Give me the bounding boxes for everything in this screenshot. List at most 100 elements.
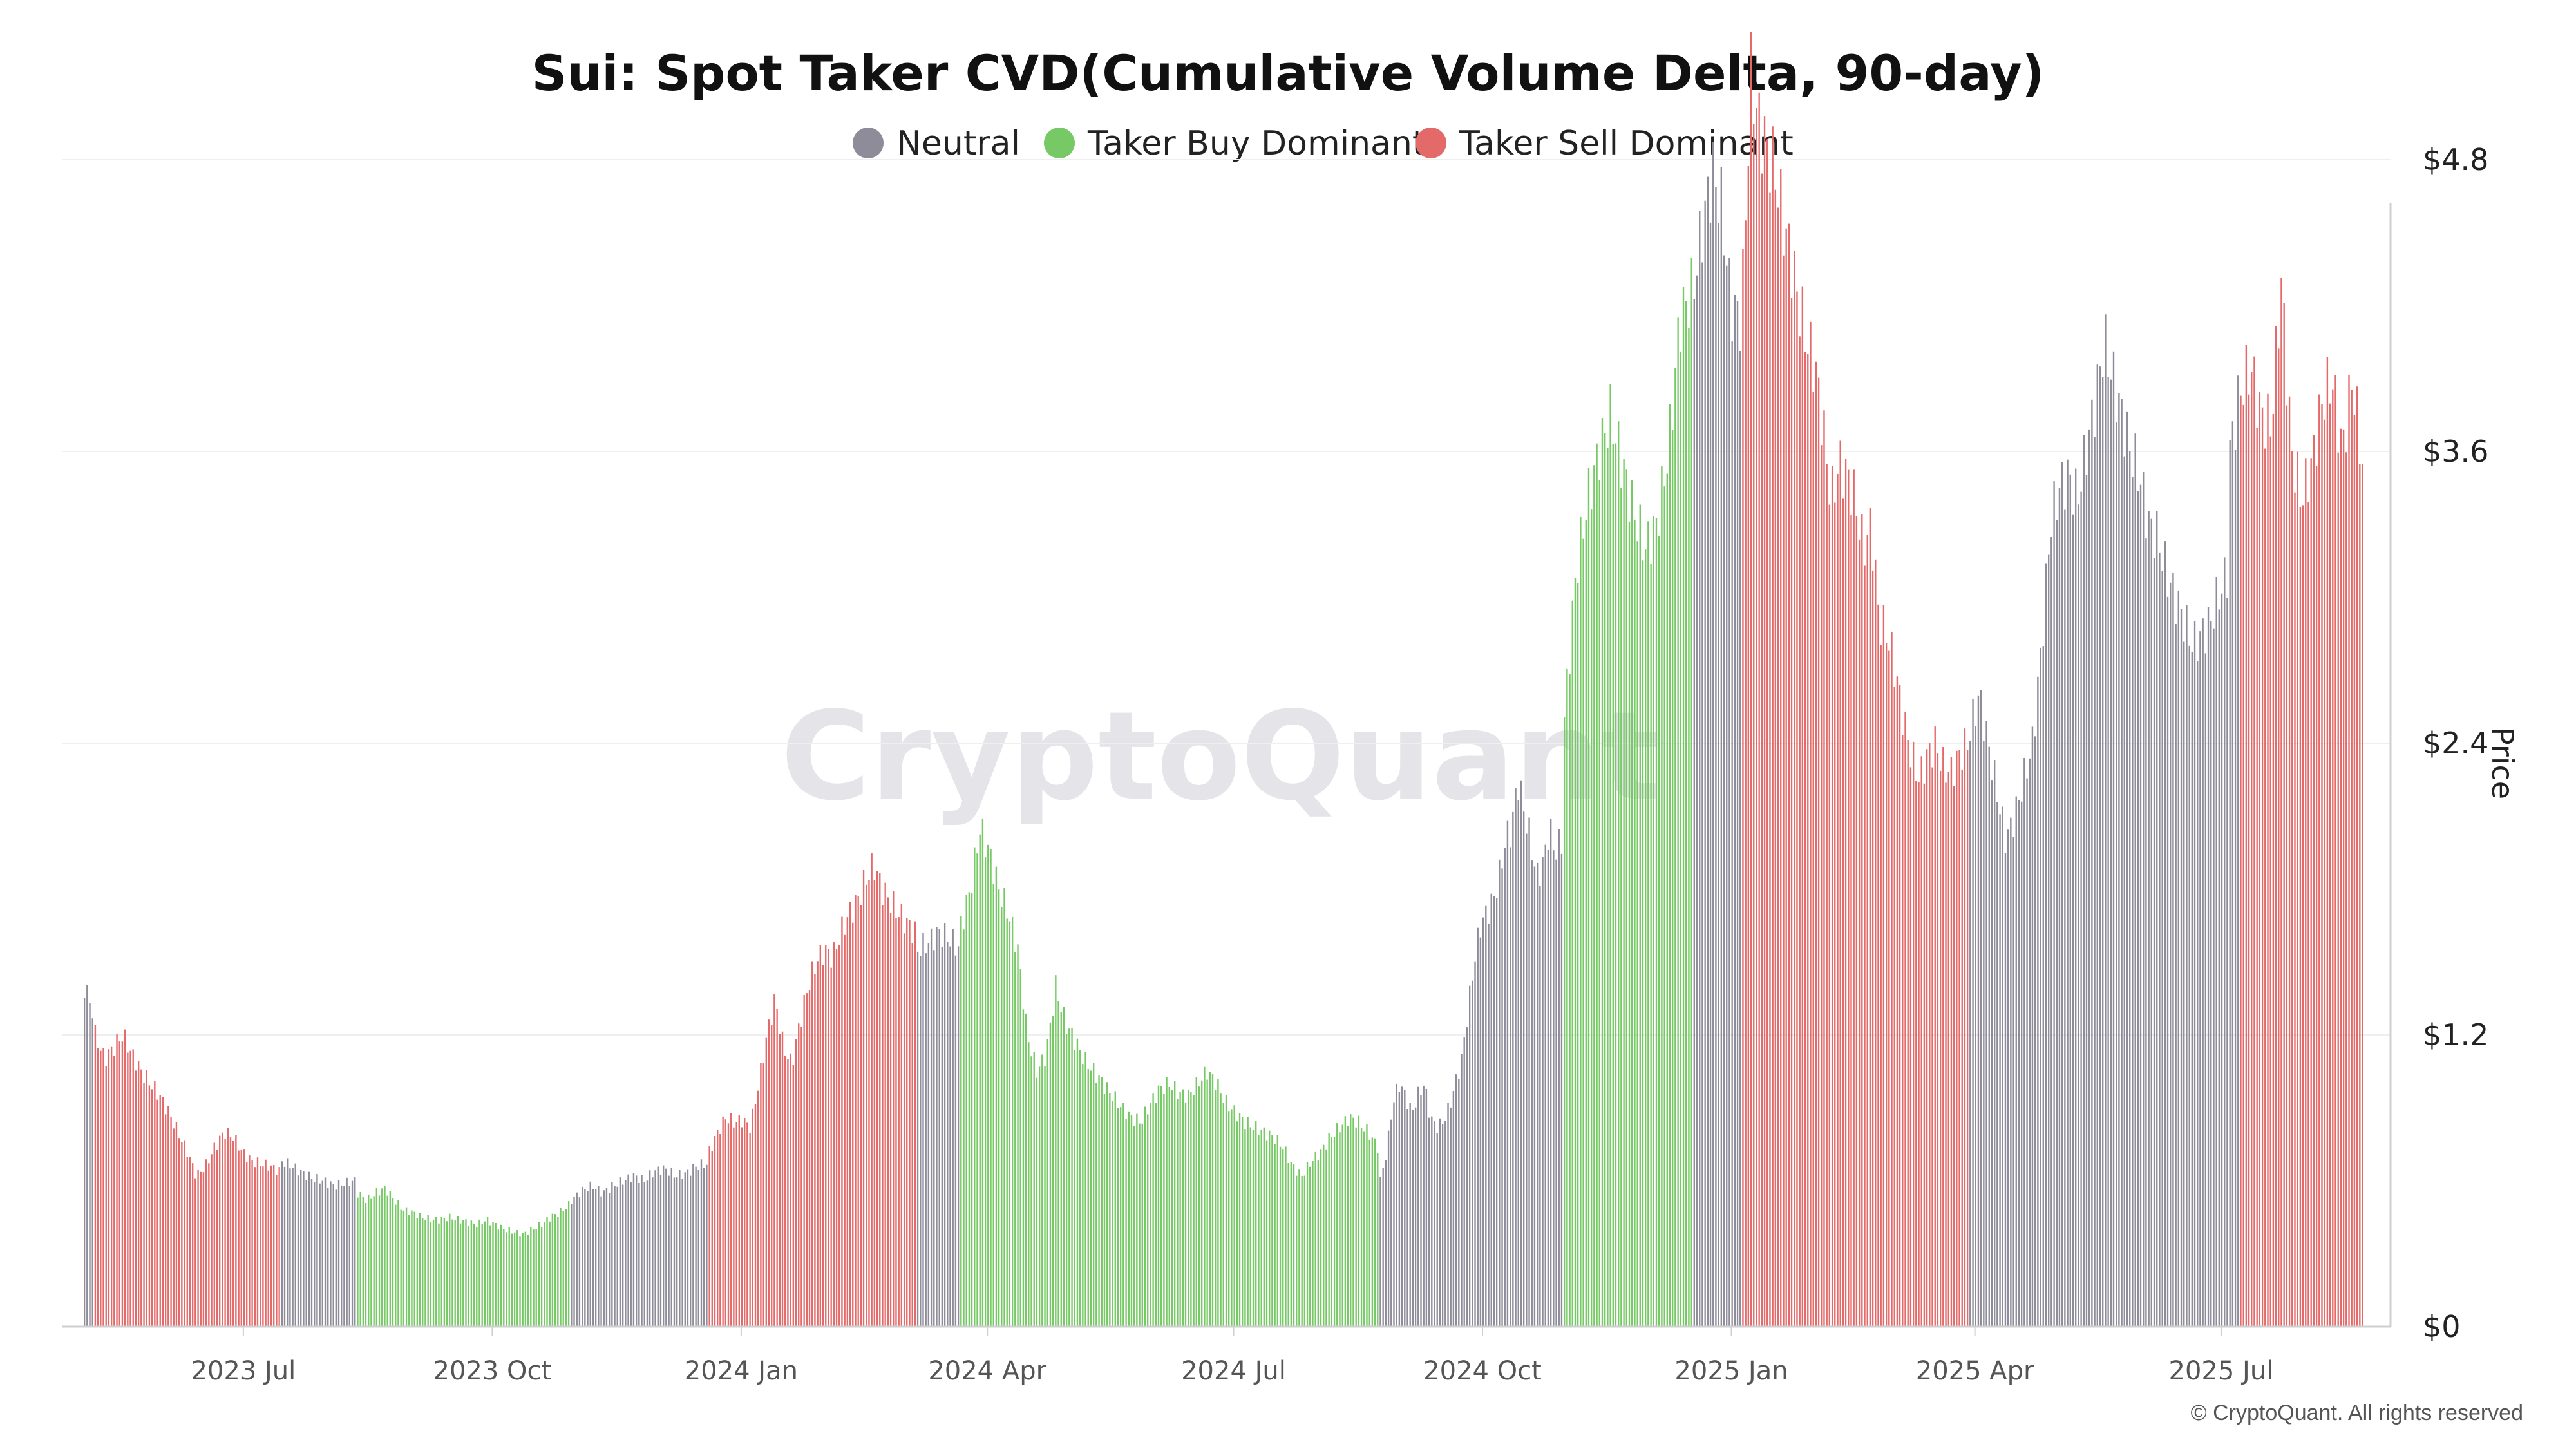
bar-edge [1958,750,1960,1327]
bar-edge [1017,944,1018,1327]
bar-sell [143,1083,145,1327]
bar-buy [976,853,978,1327]
chart-title: Sui: Spot Taker CVD(Cumulative Volume De… [532,44,2045,102]
bar-edge [205,1159,207,1327]
bar-sell [825,945,827,1327]
bar-edge [1571,600,1573,1327]
bar-edge [2291,451,2293,1327]
bar-edge [308,1171,309,1327]
bar-neutral [1985,721,1987,1327]
bar-sell [2245,345,2248,1327]
bar-edge [1396,1083,1397,1327]
bar-neutral [1704,200,1706,1327]
bar-edge [1320,1149,1321,1327]
bar-neutral [1515,788,1517,1327]
bar-buy [411,1210,413,1327]
bar-sell [121,1041,124,1327]
bar-buy [1233,1105,1235,1327]
bar-edge [1761,173,1762,1327]
bar-sell [2291,451,2293,1327]
bar-sell [1753,124,1755,1327]
bar-edge [178,1138,180,1327]
bar-buy [960,916,962,1327]
bar-edge [516,1230,518,1327]
bar-edge [2297,451,2298,1327]
bar-sell [2259,392,2261,1327]
bar-sell [2324,419,2325,1327]
bar-edge [192,1163,193,1327]
watermark: CryptoQuant [781,685,1660,828]
bar-sell [2294,492,2296,1327]
bar-buy [1193,1095,1195,1327]
bar-edge [692,1164,694,1327]
bar-neutral [957,946,960,1327]
bar-edge [1298,1169,1300,1327]
bar-edge [670,1168,672,1327]
bar-edge [1753,124,1754,1327]
bar-edge [825,945,826,1327]
bar-neutral [2137,491,2139,1327]
bar-edge [1450,1107,1451,1327]
bar-neutral [319,1183,321,1327]
bar-buy [1220,1093,1222,1327]
bar-neutral [1439,1118,1441,1327]
bar-buy [1155,1103,1157,1327]
bar-edge [1577,583,1578,1327]
bar-neutral [300,1170,302,1327]
bar-edge [1160,1086,1162,1327]
bar-buy [1133,1126,1135,1327]
bar-edge [1171,1090,1172,1327]
bar-buy [1306,1162,1309,1327]
bar-edge [1455,1074,1456,1327]
bar-neutral [643,1182,645,1327]
bar-edge [527,1235,528,1327]
bar-sell [835,949,838,1327]
bar-edge [1942,747,1944,1327]
bar-sell [127,1052,129,1327]
bar-sell [2353,415,2356,1327]
x-tick-label: 2024 Jan [685,1356,798,1386]
bar-buy [992,884,994,1327]
bar-buy [1574,578,1577,1327]
bar-edge [113,1056,115,1327]
bar-buy [443,1217,446,1327]
bar-edge [565,1209,566,1327]
bar-neutral [2002,806,2003,1327]
bar-edge [451,1219,453,1327]
bar-sell [2288,396,2291,1327]
bar-edge [2037,676,2038,1327]
bar-sell [781,1031,784,1327]
bar-neutral [916,951,919,1327]
bar-neutral [1499,859,1501,1327]
y-axis-ticks: $0 $1.2 $2.4 $3.6 $4.8 [2423,142,2488,1344]
bar-neutral [1482,917,1484,1327]
bar-edge [1052,1016,1054,1327]
bar-buy [1242,1117,1244,1327]
bar-neutral [592,1189,594,1327]
bar-edge [1128,1111,1129,1327]
bar-neutral [947,942,949,1327]
bar-edge [2007,829,2009,1327]
bar-edge [2137,491,2138,1327]
bar-neutral [1533,866,1536,1327]
bar-edge [835,949,837,1327]
bar-edge [1417,1086,1419,1327]
bar-neutral [616,1186,618,1327]
bar-edge [435,1217,437,1327]
bar-edge [1501,868,1502,1327]
bar-edge [871,853,872,1327]
bar-neutral [2004,853,2007,1327]
bar-sell [2337,452,2339,1327]
bar-sell [1956,750,1958,1327]
bar-neutral [1715,187,1717,1327]
bar-neutral [1444,1121,1446,1327]
bar-edge [817,961,818,1327]
bar-neutral [1537,862,1539,1327]
bar-edge [449,1213,450,1327]
bar-sell [876,871,878,1327]
bar-sell [893,891,895,1327]
bar-neutral [1539,886,1541,1327]
bar-sell [727,1123,730,1327]
bar-neutral [321,1180,324,1327]
bar-edge [1420,1095,1421,1327]
